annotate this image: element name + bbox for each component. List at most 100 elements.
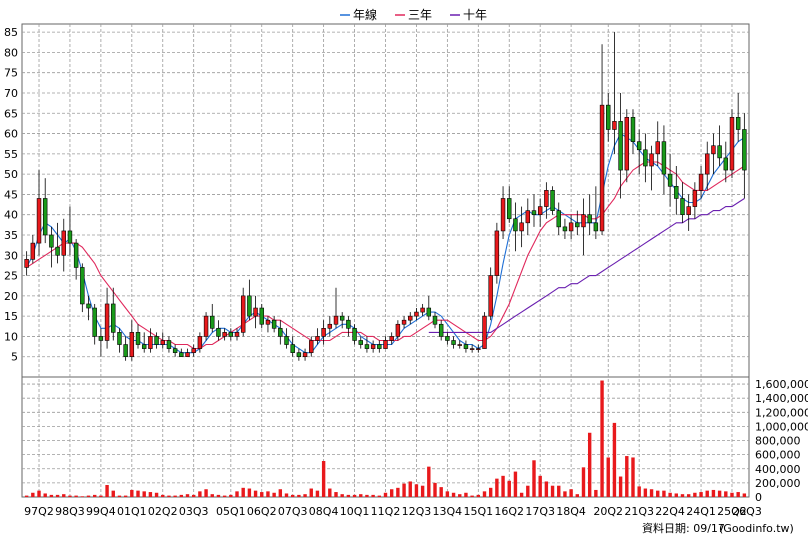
volume-bar (470, 495, 474, 497)
candle (537, 198, 543, 227)
volume-bar (346, 494, 351, 497)
candle (562, 218, 568, 240)
volume-bar (581, 467, 586, 497)
candle (271, 316, 277, 333)
candle (383, 336, 388, 349)
volume-bar (445, 491, 450, 497)
candle-body (432, 315, 438, 325)
candle (445, 332, 450, 345)
candle-body (135, 332, 141, 345)
candle-body (247, 295, 252, 317)
volume-tick-label: 1,200,000 (755, 406, 808, 419)
candle-body (352, 328, 357, 341)
volume-bar (495, 478, 499, 497)
candle (191, 344, 196, 357)
candle-body (364, 344, 370, 349)
volume-grid (21, 24, 750, 498)
candle-body (692, 190, 698, 207)
volume-bar (563, 491, 567, 497)
candle (234, 328, 240, 341)
price-tick-label: 45 (4, 188, 18, 201)
volume-bar (365, 494, 369, 497)
volume-bar (297, 494, 301, 497)
candle (73, 239, 79, 280)
candle (606, 92, 611, 142)
candle-body (513, 218, 518, 232)
candle-body (705, 153, 710, 175)
volume-bar (594, 489, 598, 497)
volume-bar (161, 494, 165, 497)
volume-bar (519, 492, 524, 497)
candle-body (426, 307, 432, 317)
candle-body (265, 319, 271, 325)
volume-tick-label: 1,600,000 (755, 378, 808, 391)
candle (550, 186, 555, 215)
candle-body (680, 198, 685, 216)
price-tick-label: 30 (4, 249, 18, 262)
candle-body (537, 206, 543, 216)
candle-body (154, 336, 159, 345)
candle-body (401, 319, 407, 325)
candle-body (395, 323, 401, 337)
volume-bar (618, 476, 623, 497)
candle (284, 328, 289, 349)
candle (698, 166, 704, 199)
candle (556, 202, 561, 235)
candle-body (141, 344, 147, 349)
volume-bar (600, 380, 604, 497)
candle (111, 287, 116, 341)
candle (228, 328, 234, 341)
candle (210, 303, 215, 333)
x-tick-label: 99Q4 (86, 505, 116, 518)
volume-tick-label: 1,400,000 (755, 392, 808, 405)
candle-body (457, 344, 462, 346)
candle (290, 336, 295, 357)
candle (67, 206, 73, 256)
candle-body (643, 149, 648, 167)
candle (117, 328, 122, 353)
volume-bar (742, 493, 747, 497)
volume-bar (396, 487, 400, 497)
volume-bar (408, 481, 412, 497)
candle-body (420, 307, 425, 313)
candle-body (525, 210, 531, 224)
x-tick-label: 06Q2 (247, 505, 277, 518)
candle-body (414, 311, 419, 317)
candle (593, 186, 599, 240)
candle (587, 194, 592, 235)
candle-body (358, 340, 363, 345)
volume-bar (92, 494, 97, 497)
volume-bar (303, 494, 307, 497)
volume-bar (334, 492, 338, 497)
volume-tick-label: 400,000 (755, 463, 801, 476)
volume-bar (730, 492, 734, 497)
price-grid (21, 23, 750, 378)
price-tick-label: 80 (4, 46, 18, 59)
volume-bar (736, 492, 740, 497)
volume-bar (476, 494, 481, 497)
candle (80, 263, 85, 313)
volume-tick-label: 1,000,000 (755, 420, 808, 433)
volume-bar (340, 494, 344, 497)
x-tick-label: 21Q3 (624, 505, 654, 518)
price-tick-label: 50 (4, 168, 18, 181)
x-tick-label: 10Q1 (340, 505, 370, 518)
candle-body (661, 141, 667, 175)
candle (426, 295, 432, 321)
candle (377, 340, 382, 353)
candle (346, 316, 351, 337)
volume-bar (631, 457, 635, 497)
volume-bar (185, 494, 190, 497)
volume-bar (389, 489, 394, 497)
candle-body (593, 222, 599, 232)
volume-bar (717, 490, 722, 497)
candle (265, 316, 271, 333)
candle (98, 328, 104, 357)
volume-bar (538, 475, 542, 497)
candle (500, 186, 506, 240)
candle (253, 295, 258, 329)
candle-body (315, 336, 320, 341)
volume-bar (656, 490, 660, 497)
candle (494, 222, 500, 284)
